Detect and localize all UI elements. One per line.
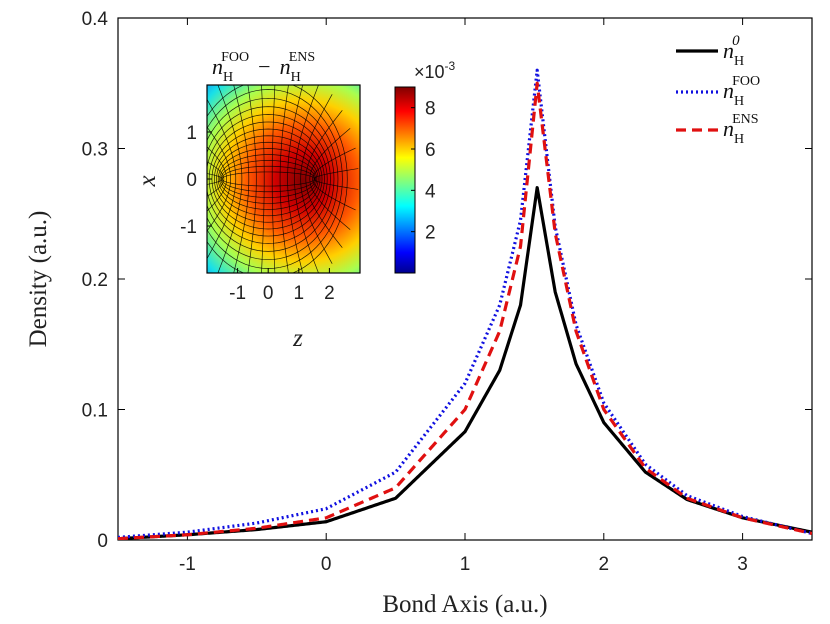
inset-coordinate-mesh: [207, 85, 359, 273]
mesh-hyperbola: [207, 178, 223, 185]
inset-x-tick-label: 2: [324, 283, 335, 304]
mesh-hyperbola: [305, 110, 343, 180]
mesh-hyperbola: [305, 178, 343, 248]
y-tick-label: 0.1: [82, 401, 108, 422]
x-tick-label: -1: [179, 554, 196, 575]
mesh-hyperbola: [271, 179, 276, 273]
x-tick-label: 2: [599, 554, 610, 575]
legend: nH0 nHFOO nHENS: [676, 33, 760, 147]
mesh-hyperbola: [207, 146, 227, 180]
mesh-hyperbola: [279, 85, 289, 180]
mesh-hyperbola: [287, 178, 304, 273]
mesh-ellipse: [217, 148, 319, 210]
x-axis-label: Bond Axis (a.u.): [382, 591, 547, 618]
mesh-hyperbola: [294, 178, 319, 273]
mesh-ellipse: [207, 85, 348, 273]
mesh-hyperbola: [217, 178, 243, 273]
inset-axis-ticks: -1 0 1 210-1: [180, 123, 335, 304]
mesh-hyperbola: [287, 85, 304, 180]
mesh-hyperbola: [207, 178, 225, 197]
mesh-hyperbola: [309, 178, 351, 230]
mesh-ellipse: [220, 160, 317, 198]
colorbar-tick-label: 4: [425, 181, 436, 202]
colorbar: [394, 86, 416, 274]
inset-x-label: z: [292, 325, 303, 352]
mesh-ellipse: [219, 154, 318, 204]
x-tick-label: 3: [737, 554, 748, 575]
series-line-2: [118, 68, 812, 539]
mesh-hyperbola: [300, 94, 333, 180]
inset-x-tick-label: 0: [263, 283, 274, 304]
mesh-hyperbola: [261, 179, 265, 273]
legend-label-n0: nH0: [723, 33, 744, 69]
inset-y-tick-label: 1: [186, 123, 197, 144]
mesh-hyperbola: [247, 178, 257, 273]
mesh-hyperbola: [300, 178, 333, 264]
x-tick-label: 0: [321, 554, 332, 575]
mesh-hyperbola: [261, 85, 265, 179]
x-tick-label: 1: [460, 554, 471, 575]
y-tick-label: 0: [97, 531, 108, 552]
series-layer: [118, 68, 812, 540]
colorbar-tick-label: 2: [425, 223, 436, 244]
mesh-ellipse: [207, 106, 335, 252]
mesh-hyperbola: [207, 178, 237, 260]
colorbar-tick-label: 6: [425, 140, 436, 161]
mesh-hyperbola: [207, 178, 227, 212]
colorbar-multiplier: ×10-3: [414, 59, 456, 82]
mesh-ellipse: [216, 141, 321, 217]
mesh-hyperbola: [312, 178, 356, 211]
legend-label-nens: nHENS: [723, 112, 759, 147]
mesh-hyperbola: [309, 128, 351, 180]
mesh-hyperbola: [207, 98, 237, 180]
series-line-3: [118, 81, 812, 540]
mesh-hyperbola: [313, 168, 359, 180]
mesh-hyperbola: [207, 178, 231, 232]
mesh-ellipse: [207, 97, 339, 261]
mesh-ellipse: [221, 165, 316, 193]
mesh-hyperbola: [294, 85, 319, 180]
mesh-hyperbola: [247, 85, 257, 180]
mesh-ellipse: [221, 171, 315, 187]
y-tick-label: 0.3: [82, 140, 108, 161]
mesh-ellipse: [207, 89, 343, 269]
mesh-hyperbola: [233, 85, 250, 180]
inset-y-label: x: [134, 175, 161, 187]
y-tick-label: 0.4: [82, 9, 109, 30]
y-axis-label: Density (a.u.): [25, 211, 52, 348]
mesh-ellipse: [214, 135, 323, 223]
mesh-hyperbola: [217, 85, 243, 180]
inset-y-tick-label: 0: [186, 170, 197, 191]
colorbar-tick-label: 8: [425, 99, 436, 120]
inset-x-tick-label: -1: [229, 283, 246, 304]
inset-heatmap-field: [207, 85, 360, 273]
mesh-hyperbola: [207, 161, 225, 180]
mesh-hyperbola: [233, 178, 250, 273]
colorbar-ticks: 8 6 4 2: [411, 99, 436, 244]
mesh-hyperbola: [207, 126, 231, 180]
mesh-hyperbola: [313, 178, 359, 190]
inset-y-tick-label: -1: [180, 217, 197, 238]
legend-label-nfoo: nHFOO: [723, 74, 760, 109]
main-axis-ticks: -1 0 1 2 300.10.20.30.4: [82, 9, 812, 575]
mesh-hyperbola: [271, 85, 276, 179]
inset-x-tick-label: 1: [294, 283, 305, 304]
inset-title: nHFOO − nHENS: [212, 50, 315, 85]
mesh-hyperbola: [207, 173, 223, 180]
y-tick-label: 0.2: [82, 270, 108, 291]
mesh-hyperbola: [279, 178, 289, 273]
mesh-ellipse: [207, 114, 331, 244]
mesh-hyperbola: [312, 147, 356, 180]
